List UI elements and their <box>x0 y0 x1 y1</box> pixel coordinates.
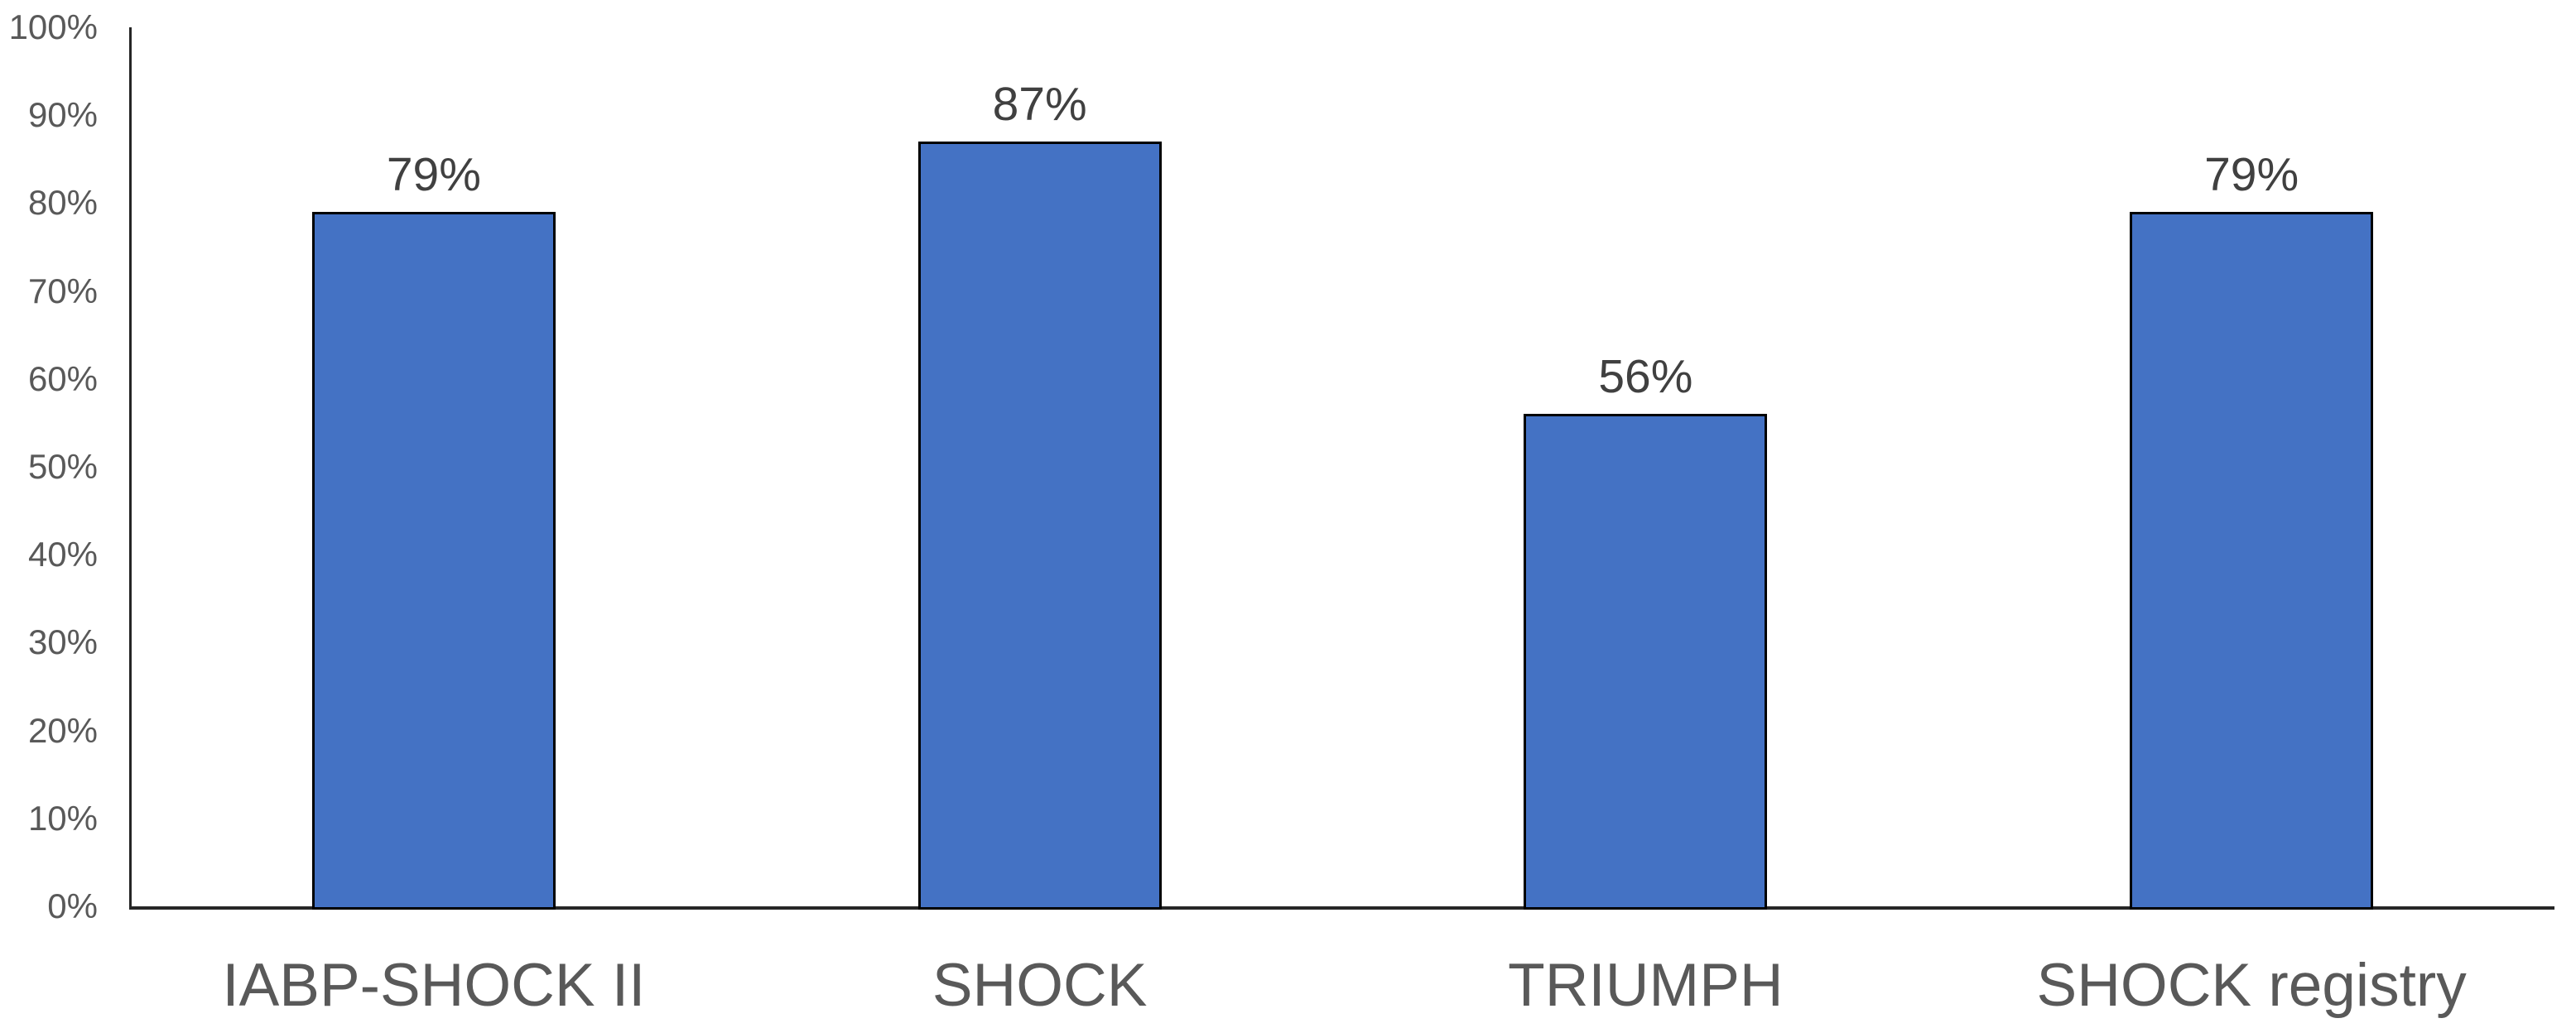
y-axis-tick-label: 20% <box>27 710 98 750</box>
bar-value-label: 87% <box>992 78 1087 132</box>
category-label: IABP-SHOCK II <box>222 952 646 1019</box>
bar <box>917 142 1162 910</box>
category-label: SHOCK <box>932 952 1148 1019</box>
bar <box>1524 414 1768 910</box>
bar-value-label: 79% <box>2204 148 2299 202</box>
bar-value-label: 79% <box>386 148 481 202</box>
x-axis-line <box>129 906 2554 910</box>
category-label: SHOCK registry <box>2036 952 2467 1019</box>
y-axis-tick-label: 80% <box>27 183 98 223</box>
bar <box>2130 212 2374 910</box>
bar-value-label: 56% <box>1598 350 1693 404</box>
y-axis-tick-label: 10% <box>27 798 98 838</box>
y-axis-tick-label: 40% <box>27 535 98 574</box>
y-axis-tick-label: 0% <box>47 886 98 925</box>
y-axis-line <box>129 27 132 909</box>
y-axis-tick-label: 100% <box>8 7 98 46</box>
y-axis-tick-label: 60% <box>27 358 98 398</box>
y-axis-tick-label: 70% <box>27 271 98 310</box>
y-axis-tick-label: 90% <box>27 95 98 135</box>
y-axis-tick-label: 50% <box>27 447 98 486</box>
bar <box>311 212 556 910</box>
y-axis-tick-label: 30% <box>27 622 98 662</box>
category-label: TRIUMPH <box>1508 952 1784 1019</box>
